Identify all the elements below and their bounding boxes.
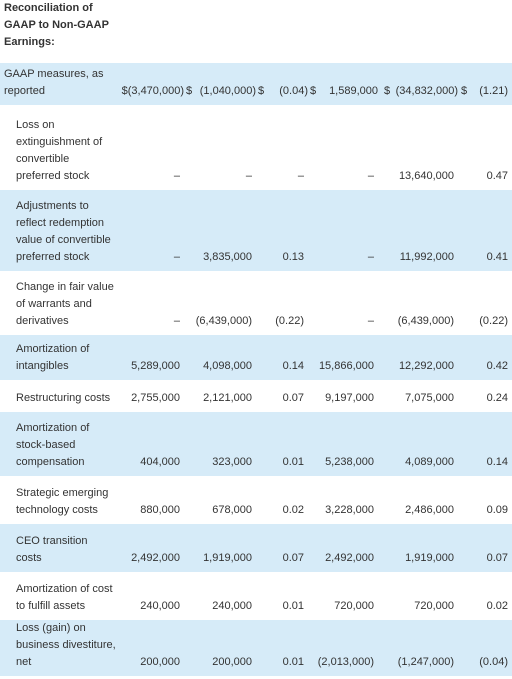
cell-ytd-nongaap: (1,247,000) (386, 620, 458, 676)
cell-ytd-gaap: 15,866,000 (316, 335, 378, 380)
table-title: Reconciliation of GAAP to Non-GAAP Earni… (4, 2, 109, 48)
cell-ytd-eps: 0.42 (466, 335, 512, 380)
cell-ytd-gaap: 720,000 (334, 600, 374, 612)
row-label: Amortization of intangibles (0, 335, 120, 380)
table-row-amortization-intangibles: Amortization of intangibles 5,289,000 4,… (0, 335, 512, 380)
cell-q-nongaap: 240,000 (212, 600, 252, 612)
cell-q-gaap: 2,755,000 (131, 392, 180, 404)
cell-dollar: $ (184, 63, 192, 105)
cell-q-eps: 0.07 (264, 524, 308, 572)
cell-ytd-gaap: (2,013,000) (316, 620, 378, 676)
cell-ytd-nongaap: 13,640,000 (398, 170, 454, 182)
table-row-restructuring-costs: Restructuring costs 2,755,000 2,121,000 … (0, 380, 512, 412)
cell-ytd-eps: (1.21) (466, 63, 512, 105)
row-label: Loss on extinguishment of convertible pr… (16, 119, 103, 182)
cell-q-nongaap: (6,439,000) (195, 315, 252, 327)
cell-ytd-eps: 0.24 (486, 392, 508, 404)
cell-ytd-eps: (0.22) (479, 315, 508, 327)
cell-ytd-nongaap: (6,439,000) (397, 315, 454, 327)
cell-ytd-nongaap: (34,832,000) (386, 63, 458, 105)
table-row-fulfill-assets: Amortization of cost to fulfill assets 2… (0, 572, 512, 620)
cell-ytd-nongaap: 12,292,000 (386, 335, 458, 380)
cell-q-gaap: – (173, 315, 180, 327)
row-label: Adjustments to reflect redemption value … (0, 190, 120, 271)
cell-ytd-gaap: 5,238,000 (316, 412, 378, 476)
cell-q-nongaap: 323,000 (192, 412, 256, 476)
cell-q-gaap: 200,000 (120, 620, 184, 676)
cell-q-eps: 0.01 (264, 620, 308, 676)
cell-q-nongaap: 1,919,000 (192, 524, 256, 572)
table-row-loss-extinguishment: Loss on extinguishment of convertible pr… (0, 105, 512, 190)
cell-q-nongaap: – (245, 170, 252, 182)
table-row-gaap-measures: GAAP measures, as reported $(3,470,000) … (0, 63, 512, 105)
cell-q-eps: 0.01 (282, 600, 304, 612)
table-row-emerging-tech: Strategic emerging technology costs 880,… (0, 476, 512, 524)
cell-ytd-gaap: 2,492,000 (316, 524, 378, 572)
cell-dollar: $ (308, 63, 316, 105)
cell-ytd-eps: 0.47 (486, 170, 508, 182)
cell-q-nongaap: 200,000 (192, 620, 256, 676)
row-label: Strategic emerging technology costs (16, 487, 109, 516)
cell-ytd-nongaap: 720,000 (414, 600, 454, 612)
cell-ytd-gaap: 1,589,000 (316, 63, 378, 105)
cell-ytd-eps: 0.41 (466, 190, 512, 271)
table-row-redemption-adjustments: Adjustments to reflect redemption value … (0, 190, 512, 271)
cell-dollar: $ (378, 63, 390, 105)
reconciliation-table: GAAP measures, as reported $(3,470,000) … (0, 63, 512, 676)
cell-q-gaap: – (173, 170, 180, 182)
table-row-business-divestiture: Loss (gain) on business divestiture, net… (0, 620, 512, 676)
cell-q-gaap: 880,000 (140, 504, 180, 516)
cell-ytd-gaap: 9,197,000 (325, 392, 374, 404)
row-label: Amortization of stock-based compensation (0, 412, 120, 476)
row-label: Amortization of cost to fulfill assets (16, 583, 113, 612)
cell-dollar: $ (458, 63, 467, 105)
cell-ytd-nongaap: 2,486,000 (405, 504, 454, 516)
row-label: CEO transition costs (0, 524, 120, 572)
cell-q-eps: 0.14 (264, 335, 308, 380)
cell-q-nongaap: 678,000 (212, 504, 252, 516)
cell-q-eps: 0.13 (264, 190, 308, 271)
cell-ytd-eps: 0.02 (486, 600, 508, 612)
cell-ytd-eps: 0.14 (466, 412, 512, 476)
row-label: Loss (gain) on business divestiture, net (0, 620, 120, 676)
cell-ytd-eps: (0.04) (466, 620, 512, 676)
row-label: Restructuring costs (16, 392, 111, 404)
cell-q-gaap: – (120, 190, 184, 271)
cell-dollar: $ (256, 63, 264, 105)
cell-q-gaap: 240,000 (140, 600, 180, 612)
cell-ytd-eps: 0.07 (466, 524, 512, 572)
table-row-fair-value-change: Change in fair value of warrants and der… (0, 271, 512, 335)
cell-ytd-nongaap: 4,089,000 (386, 412, 458, 476)
cell-q-nongaap: 2,121,000 (203, 392, 252, 404)
cell-ytd-nongaap: 7,075,000 (405, 392, 454, 404)
table-row-ceo-transition: CEO transition costs 2,492,000 1,919,000… (0, 524, 512, 572)
row-label: Change in fair value of warrants and der… (16, 281, 114, 327)
cell-ytd-gaap: – (316, 190, 378, 271)
cell-q-eps: 0.07 (282, 392, 304, 404)
cell-q-eps: 0.02 (282, 504, 304, 516)
cell-q-gaap: $(3,470,000) (120, 63, 184, 105)
cell-ytd-gaap: – (367, 170, 374, 182)
cell-q-nongaap: 3,835,000 (192, 190, 256, 271)
cell-ytd-nongaap: 11,992,000 (386, 190, 458, 271)
cell-q-gaap: 5,289,000 (120, 335, 184, 380)
cell-ytd-gaap: 3,228,000 (325, 504, 374, 516)
cell-ytd-eps: 0.09 (486, 504, 508, 516)
cell-q-eps: (0.22) (275, 315, 304, 327)
cell-ytd-gaap: – (367, 315, 374, 327)
cell-q-gaap: 2,492,000 (120, 524, 184, 572)
table-row-stock-compensation: Amortization of stock-based compensation… (0, 412, 512, 476)
cell-q-eps: (0.04) (264, 63, 308, 105)
cell-q-eps: – (297, 170, 304, 182)
cell-q-eps: 0.01 (264, 412, 308, 476)
cell-ytd-nongaap: 1,919,000 (386, 524, 458, 572)
row-label: GAAP measures, as reported (0, 63, 120, 105)
cell-q-gaap: 404,000 (120, 412, 184, 476)
cell-q-nongaap: (1,040,000) (192, 63, 256, 105)
cell-q-nongaap: 4,098,000 (192, 335, 256, 380)
